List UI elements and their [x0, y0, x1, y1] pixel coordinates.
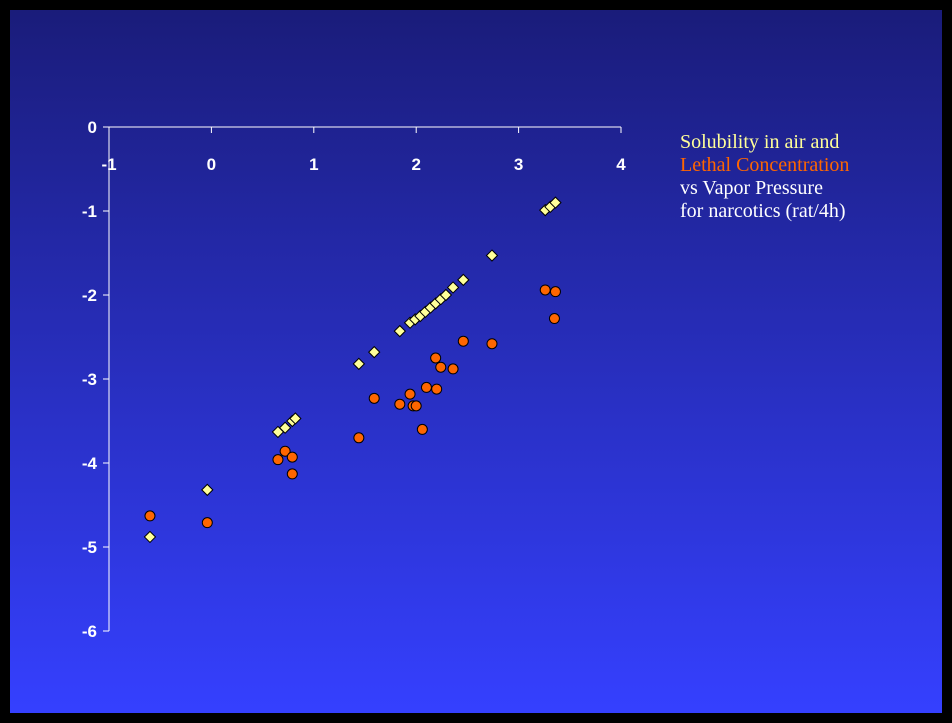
y-tick-label: -3 — [82, 370, 97, 389]
lethal-concentration-point — [395, 399, 405, 409]
lethal-concentration-point — [432, 384, 442, 394]
slide-background — [10, 10, 942, 713]
y-tick-label: 0 — [88, 118, 97, 137]
lethal-concentration-point — [145, 511, 155, 521]
caption-vs-vapor-pressure: vs Vapor Pressure — [680, 177, 940, 200]
x-tick-label: 0 — [207, 155, 216, 174]
lethal-concentration-point — [431, 353, 441, 363]
lethal-concentration-point — [354, 433, 364, 443]
x-tick-label: -1 — [101, 155, 116, 174]
lethal-concentration-point — [487, 339, 497, 349]
lethal-concentration-point — [369, 393, 379, 403]
caption-for-narcotics: for narcotics (rat/4h) — [680, 200, 940, 223]
y-tick-label: -6 — [82, 622, 97, 641]
x-tick-label: 4 — [616, 155, 626, 174]
lethal-concentration-point — [405, 389, 415, 399]
lethal-concentration-point — [417, 424, 427, 434]
chart-caption: Solubility in air and Lethal Concentrati… — [680, 131, 940, 223]
lethal-concentration-point — [436, 362, 446, 372]
lethal-concentration-point — [411, 401, 421, 411]
lethal-concentration-point — [540, 285, 550, 295]
lethal-concentration-point — [421, 382, 431, 392]
x-tick-label: 3 — [514, 155, 523, 174]
lethal-concentration-point — [549, 314, 559, 324]
lethal-concentration-point — [448, 364, 458, 374]
y-tick-label: -2 — [82, 286, 97, 305]
x-tick-label: 1 — [309, 155, 318, 174]
lethal-concentration-point — [273, 455, 283, 465]
y-tick-label: -5 — [82, 538, 97, 557]
caption-lethal-concentration: Lethal Concentration — [680, 154, 940, 177]
lethal-concentration-point — [550, 287, 560, 297]
lethal-concentration-point — [458, 336, 468, 346]
x-tick-label: 2 — [411, 155, 420, 174]
lethal-concentration-point — [287, 452, 297, 462]
y-tick-label: -4 — [82, 454, 98, 473]
lethal-concentration-point — [287, 469, 297, 479]
y-tick-label: -1 — [82, 202, 97, 221]
caption-solubility-in-air: Solubility in air and — [680, 131, 940, 154]
lethal-concentration-point — [202, 518, 212, 528]
